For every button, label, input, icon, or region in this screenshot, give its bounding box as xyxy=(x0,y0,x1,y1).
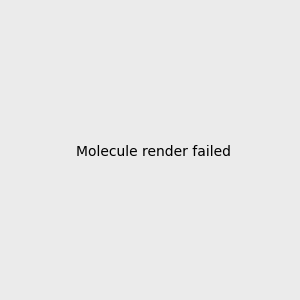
Text: Molecule render failed: Molecule render failed xyxy=(76,145,231,158)
